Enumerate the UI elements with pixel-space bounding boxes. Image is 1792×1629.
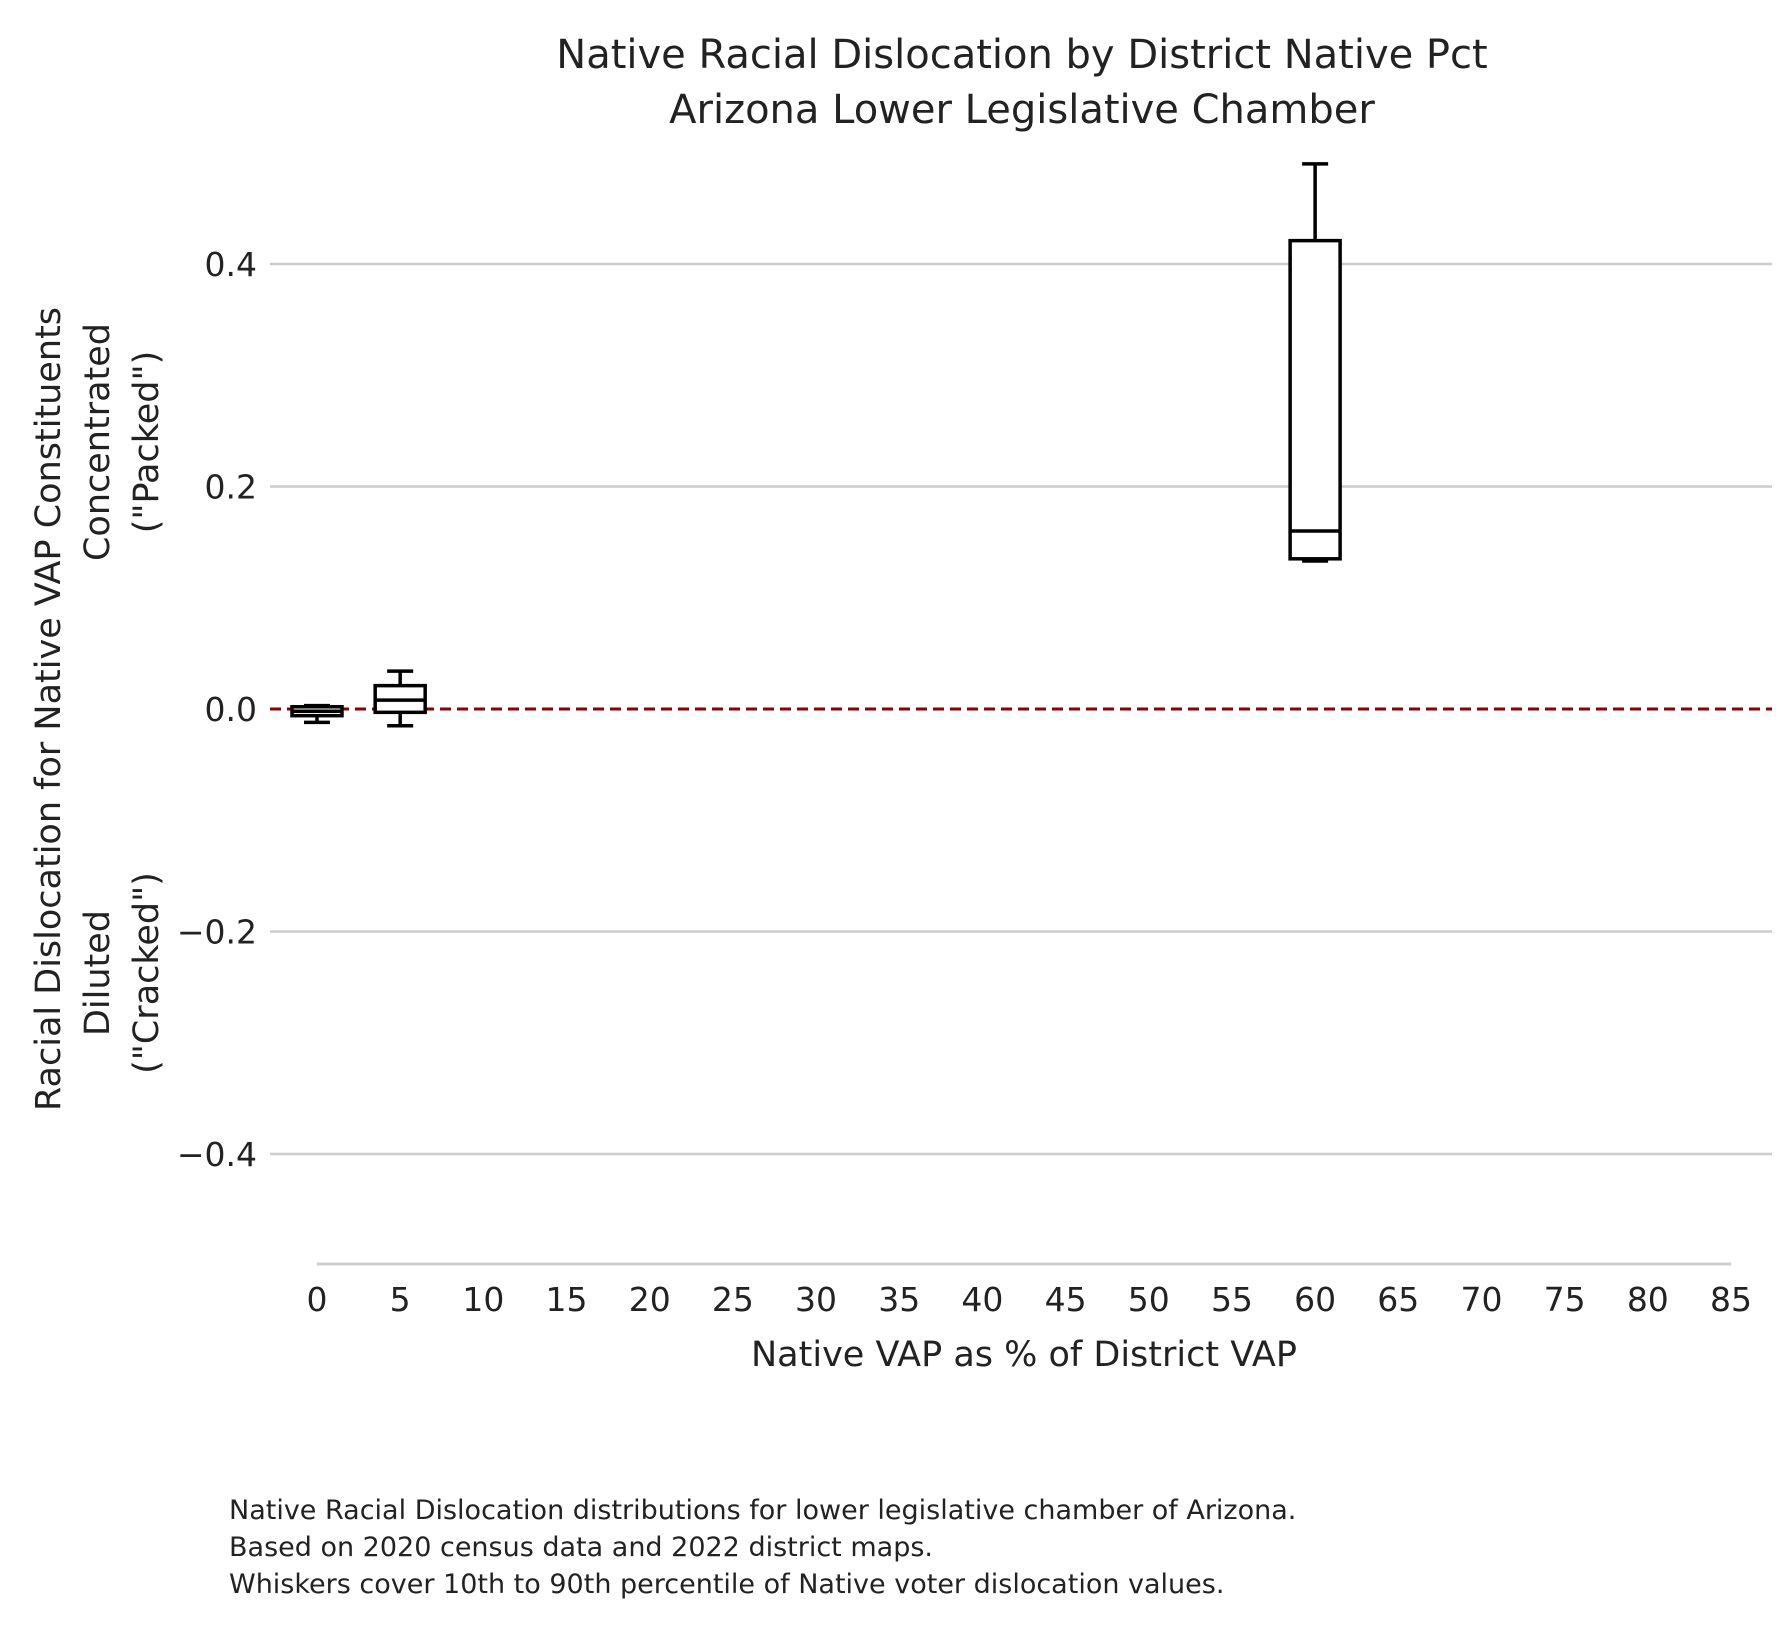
x-tick-label: 65 <box>1377 1280 1419 1319</box>
x-tick-label: 85 <box>1710 1280 1752 1319</box>
x-axis-title: Native VAP as % of District VAP <box>751 1335 1297 1375</box>
x-tick-label: 40 <box>961 1280 1003 1319</box>
x-tick-label: 10 <box>462 1280 504 1319</box>
y-tick-label: −0.4 <box>177 1135 257 1174</box>
x-tick-label: 0 <box>307 1280 328 1319</box>
y-tick-label: −0.2 <box>177 913 257 952</box>
x-tick-label: 55 <box>1211 1280 1253 1319</box>
box-plot-item <box>290 703 344 725</box>
chart-title-line-1: Native Racial Dislocation by District Na… <box>556 32 1487 78</box>
x-tick-label: 30 <box>795 1280 837 1319</box>
x-tick-label: 45 <box>1045 1280 1087 1319</box>
caption-line: Native Racial Dislocation distributions … <box>229 1495 1297 1526</box>
x-tick-label: 80 <box>1627 1280 1669 1319</box>
x-tick-label: 15 <box>546 1280 588 1319</box>
caption-line: Based on 2020 census data and 2022 distr… <box>229 1532 933 1563</box>
y-axis-title-main: Racial Dislocation for Native VAP Consti… <box>29 307 69 1111</box>
y-axis-label-packed: ("Packed") <box>127 351 167 534</box>
box-series <box>290 162 1342 728</box>
y-tick-label: 0.2 <box>205 468 257 507</box>
x-tick-label: 25 <box>712 1280 754 1319</box>
chart-title-line-2: Arizona Lower Legislative Chamber <box>669 87 1375 133</box>
y-tick-label: 0.4 <box>205 245 257 284</box>
box-plot-item <box>1288 162 1342 563</box>
y-axis-label-concentrated: Concentrated <box>78 323 118 561</box>
y-axis-label-diluted: Diluted <box>78 910 118 1036</box>
y-tick-label: 0.0 <box>205 690 257 729</box>
x-tick-label: 75 <box>1544 1280 1586 1319</box>
caption-line: Whiskers cover 10th to 90th percentile o… <box>229 1569 1225 1600</box>
x-tick-label: 20 <box>629 1280 671 1319</box>
box-iqr <box>1288 238 1342 561</box>
box-plot-item <box>373 669 427 728</box>
y-axis-title: Racial Dislocation for Native VAP Consti… <box>29 307 167 1111</box>
x-tick-label: 35 <box>878 1280 920 1319</box>
y-gridlines <box>270 262 1772 1156</box>
x-tick-label: 70 <box>1460 1280 1502 1319</box>
x-tick-label: 50 <box>1128 1280 1170 1319</box>
y-tick-labels: 0.4 0.2 0.0 −0.2 −0.4 <box>177 245 257 1174</box>
x-tick-label: 5 <box>390 1280 411 1319</box>
x-tick-label: 60 <box>1294 1280 1336 1319</box>
chart-caption: Native Racial Dislocation distributions … <box>229 1492 1296 1603</box>
y-axis-label-cracked: ("Cracked") <box>127 872 167 1074</box>
x-tick-labels: 0 5 10 15 20 25 30 35 40 45 50 55 60 65 70 75 80 85 <box>307 1280 1753 1319</box>
